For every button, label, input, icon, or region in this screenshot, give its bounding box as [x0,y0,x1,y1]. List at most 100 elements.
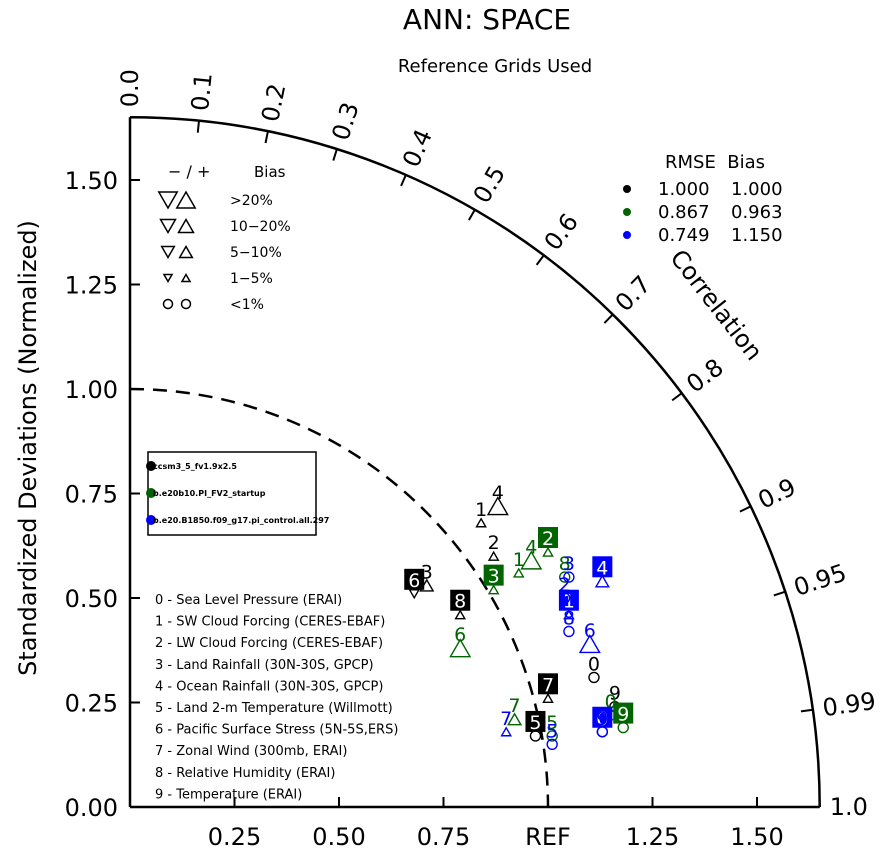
axes [128,116,821,809]
summary-color-dot [623,208,631,216]
model-legend-entry: ccsm3_5_fv1.9x2.5 [146,461,237,471]
point-label: 1 [513,549,525,571]
point-label: 5 [546,720,558,742]
point-label: 2 [559,574,571,596]
point-marker [542,692,554,704]
legend-circle-marker [180,298,192,310]
data-point: 3 [483,564,504,595]
data-point: 5 [546,712,558,742]
y-axis-label: Standardized Deviations (Normalized) [14,220,42,676]
point-marker [454,609,467,620]
x-tick-label: REF [525,823,571,851]
data-point: 4 [520,536,543,570]
bias-legend-symbols: − / + [168,162,210,181]
model-name: b.e20b10.PI_FV2_startup [153,489,266,498]
point-label-box [404,568,425,590]
data-point: 2 [488,532,500,561]
bias-legend-row: 10−20% [159,217,291,235]
point-label: 8 [563,607,575,629]
point-marker [594,574,610,588]
legend-up-triangle [175,190,197,209]
legend-down-triangle [157,191,179,210]
variable-list-item: 0 - Sea Level Pressure (ERAI) [155,593,342,608]
point-marker [512,567,525,578]
y-tick-label: 0.00 [65,794,118,822]
summary-row: 1.000 1.000 [623,179,783,200]
point-marker [563,571,575,583]
point-label: 2 [488,532,500,554]
variable-list-item: 8 - Relative Humidity (ERAI) [155,766,335,781]
corr-tick-label: 0.99 [821,687,878,722]
point-label: 9 [609,683,621,705]
data-point: 7 [538,673,558,704]
summary-header: RMSE Bias [665,152,765,173]
data-point: 0 [588,653,600,684]
point-marker [563,609,575,620]
data-point: 1 [512,549,525,578]
data-point: 5 [525,710,546,742]
point-label: 0 [596,708,608,730]
point-label-box [592,556,613,578]
summary-rmse: 0.749 [658,225,710,246]
corr-tick [535,254,545,266]
point-label-box [613,702,634,724]
point-label: 7 [500,708,512,730]
point-marker [546,730,558,742]
bias-legend-row: <1% [162,297,264,313]
point-marker [520,550,543,570]
data-point: 6 [404,568,425,600]
data-point: 9 [613,702,634,734]
legend-down-triangle [159,218,177,235]
corr-tick [671,392,683,402]
bias-legend-label: <1% [230,297,264,313]
corr-tick [400,174,407,187]
data-point: 7 [500,708,513,737]
model-color-dot [146,515,156,525]
corr-tick [739,505,752,513]
y-tick-label: 1.50 [65,167,118,195]
point-label: 8 [559,553,571,575]
model-legend-entry: b.e20b10.PI_FV2_startup [146,488,266,498]
bias-legend-row: >20% [157,190,273,210]
summary-bias: 1.000 [731,179,783,200]
data-point: 8 [559,553,571,583]
corr-tick-label: 0.95 [790,559,850,602]
point-label: 6 [408,570,420,592]
x-tick-label: 0.50 [312,823,365,851]
summary-rmse: 0.867 [658,202,710,223]
corr-tick-label: 0.3 [327,99,365,144]
point-marker [507,712,523,726]
point-marker [500,726,513,737]
bias-legend-header: Bias [254,163,286,181]
corr-tick-label: 1.0 [830,793,868,821]
data-point: 0 [592,706,613,738]
data-point: 1 [475,499,487,528]
point-label-box [483,564,504,586]
x-tick-label: 1.25 [626,823,679,851]
x-tick-label: 0.25 [208,823,261,851]
summary-row: 0.749 1.150 [623,225,783,246]
legend-up-triangle [180,272,192,283]
point-marker [546,738,558,750]
point-label: 8 [454,591,466,613]
point-label: 0 [588,653,600,675]
point-label: 5 [529,712,541,734]
corr-tick-label: 0.5 [468,161,511,208]
point-label-box [450,589,471,611]
point-marker [578,634,601,654]
corr-tick [264,131,269,144]
variable-list: 0 - Sea Level Pressure (ERAI) 1 - SW Clou… [155,593,398,802]
point-label: 9 [596,708,608,730]
reference-arc [129,387,550,808]
data-point: 6 [578,620,601,654]
point-marker [596,726,609,738]
variable-list-item: 5 - Land 2-m Temperature (Willmott) [155,701,393,716]
bias-legend-label: 1−5% [230,271,273,287]
corr-tick-label: 0.4 [397,125,438,171]
legend-down-triangle [162,273,174,284]
y-tick-label: 1.00 [65,376,118,404]
x-tick-label: 1.50 [730,823,783,851]
x-tick-label: 0.75 [417,823,470,851]
